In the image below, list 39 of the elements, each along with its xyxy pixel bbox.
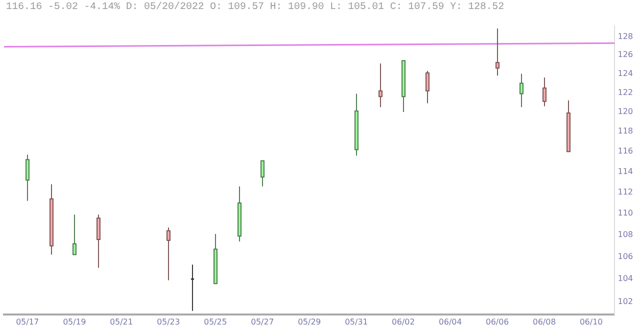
x-tick-label: 05/29 [298, 317, 321, 326]
candlestick [96, 214, 100, 268]
y-tick-label: 106 [618, 252, 634, 261]
y-tick-label: 118 [618, 126, 634, 136]
candlestick [166, 226, 170, 281]
y-tick-label: 108 [618, 230, 634, 240]
candlestick [542, 77, 546, 107]
y-tick-label: 116 [618, 146, 634, 156]
x-tick-label: 05/25 [204, 317, 227, 326]
candlestick [26, 154, 30, 202]
y-tick-label: 120 [618, 107, 634, 116]
y-tick-label: 104 [618, 274, 634, 284]
y-tick-label: 128 [618, 32, 634, 41]
x-tick-label: 05/27 [250, 317, 274, 326]
candlestick [426, 70, 430, 104]
chart-title: 116.16 -5.02 -4.14% D: 05/20/2022 O: 109.57 H: 109.90 L: 105.01 C: 107.59 Y: 128.52 [5, 0, 506, 15]
candlestick [496, 28, 500, 76]
x-tick-label: 06/02 [392, 317, 415, 326]
x-tick-label: 05/21 [110, 317, 133, 326]
x-tick-label: 05/31 [344, 317, 368, 326]
x-tick-label: 06/10 [580, 317, 603, 326]
candlestick [260, 160, 264, 187]
x-tick-label: 06/06 [486, 317, 509, 326]
y-tick-label: 124 [618, 68, 634, 78]
y-tick-label: 126 [618, 50, 634, 60]
x-tick-label: 06/04 [438, 317, 462, 326]
candlestick [190, 264, 195, 312]
y-tick-label: 112 [618, 188, 634, 197]
y-tick-label: 110 [618, 208, 634, 218]
x-tick-label: 06/08 [532, 317, 556, 326]
y-tick-label: 122 [618, 88, 634, 97]
y-tick-label: 102 [618, 296, 634, 306]
x-tick-label: 05/19 [62, 317, 86, 326]
x-tick-label: 05/23 [156, 317, 180, 326]
candlestick [378, 62, 382, 108]
candlestick [520, 73, 524, 108]
candlestick [72, 214, 76, 256]
x-tick-label: 05/17 [16, 317, 40, 326]
y-tick-label: 114 [618, 166, 634, 176]
